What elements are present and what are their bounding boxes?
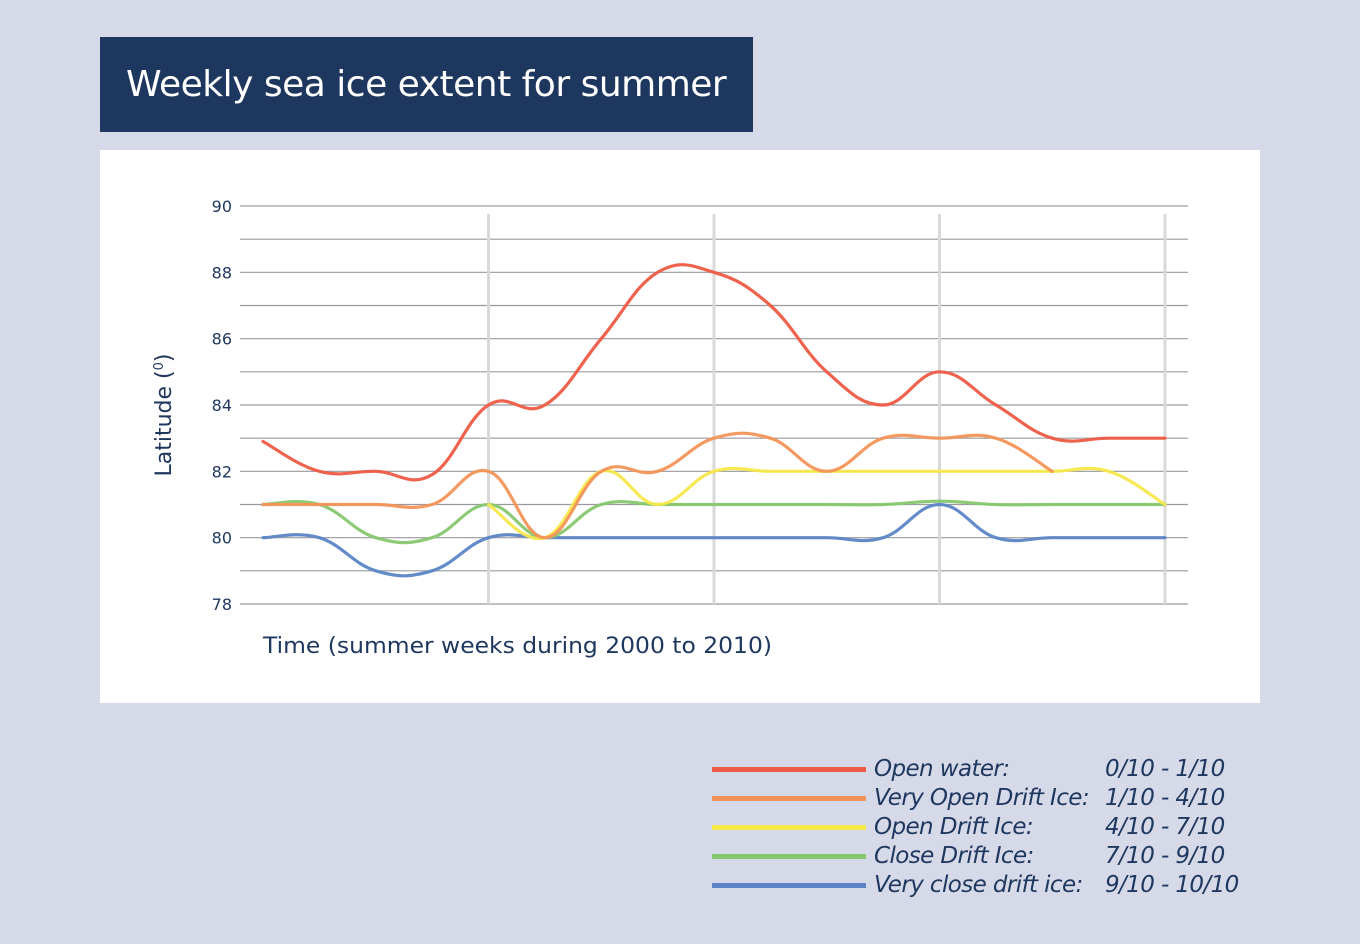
legend-swatch xyxy=(712,854,866,859)
title-banner: Weekly sea ice extent for summer xyxy=(100,37,753,132)
legend-item: Very Open Drift Ice: 1/10 - 4/10 xyxy=(712,785,1272,814)
y-axis-label: Latitude (0) xyxy=(152,354,177,477)
legend-label: Very Open Drift Ice: xyxy=(874,785,1090,811)
legend-range: 0/10 - 1/10 xyxy=(1105,756,1225,782)
y-tick-label: 88 xyxy=(212,263,232,282)
chart-title: Weekly sea ice extent for summer xyxy=(126,64,727,105)
legend: Open water: 0/10 - 1/10 Very Open Drift Ic… xyxy=(712,756,1272,901)
line-chart: 90 88 86 84 82 80 78 Latitude (0) Time (summer w… xyxy=(152,197,1188,659)
legend-range: 1/10 - 4/10 xyxy=(1105,785,1225,811)
legend-swatch xyxy=(712,883,866,888)
legend-label: Open water: xyxy=(874,756,1010,782)
legend-swatch xyxy=(712,767,866,772)
legend-item: Close Drift Ice: 7/10 - 9/10 xyxy=(712,843,1272,872)
legend-item: Open Drift Ice: 4/10 - 7/10 xyxy=(712,814,1272,843)
legend-swatch xyxy=(712,825,866,830)
legend-range: 9/10 - 10/10 xyxy=(1105,872,1239,898)
x-axis-label: Time (summer weeks during 2000 to 2010) xyxy=(262,634,772,659)
legend-label: Open Drift Ice: xyxy=(874,814,1034,840)
series-line-close-drift-ice xyxy=(261,499,1167,545)
y-tick-label: 84 xyxy=(212,396,232,415)
chart-card: 90 88 86 84 82 80 78 Latitude (0) Time (summer w… xyxy=(100,150,1260,703)
series-line-very-close-drift-ice xyxy=(261,502,1167,578)
y-tick-label: 80 xyxy=(212,529,232,548)
legend-range: 7/10 - 9/10 xyxy=(1105,843,1225,869)
y-tick-label: 78 xyxy=(212,595,232,614)
y-tick-label: 86 xyxy=(212,330,232,349)
y-tick-label: 90 xyxy=(212,197,232,216)
series-line-open-water xyxy=(261,263,1167,482)
legend-label: Very close drift ice: xyxy=(874,872,1083,898)
legend-item: Open water: 0/10 - 1/10 xyxy=(712,756,1272,785)
y-tick-label: 82 xyxy=(212,462,232,481)
legend-label: Close Drift Ice: xyxy=(874,843,1034,869)
legend-range: 4/10 - 7/10 xyxy=(1105,814,1225,840)
legend-item: Very close drift ice: 9/10 - 10/10 xyxy=(712,872,1272,901)
legend-swatch xyxy=(712,796,866,801)
series-line-very-open-drift-ice xyxy=(261,431,1054,540)
